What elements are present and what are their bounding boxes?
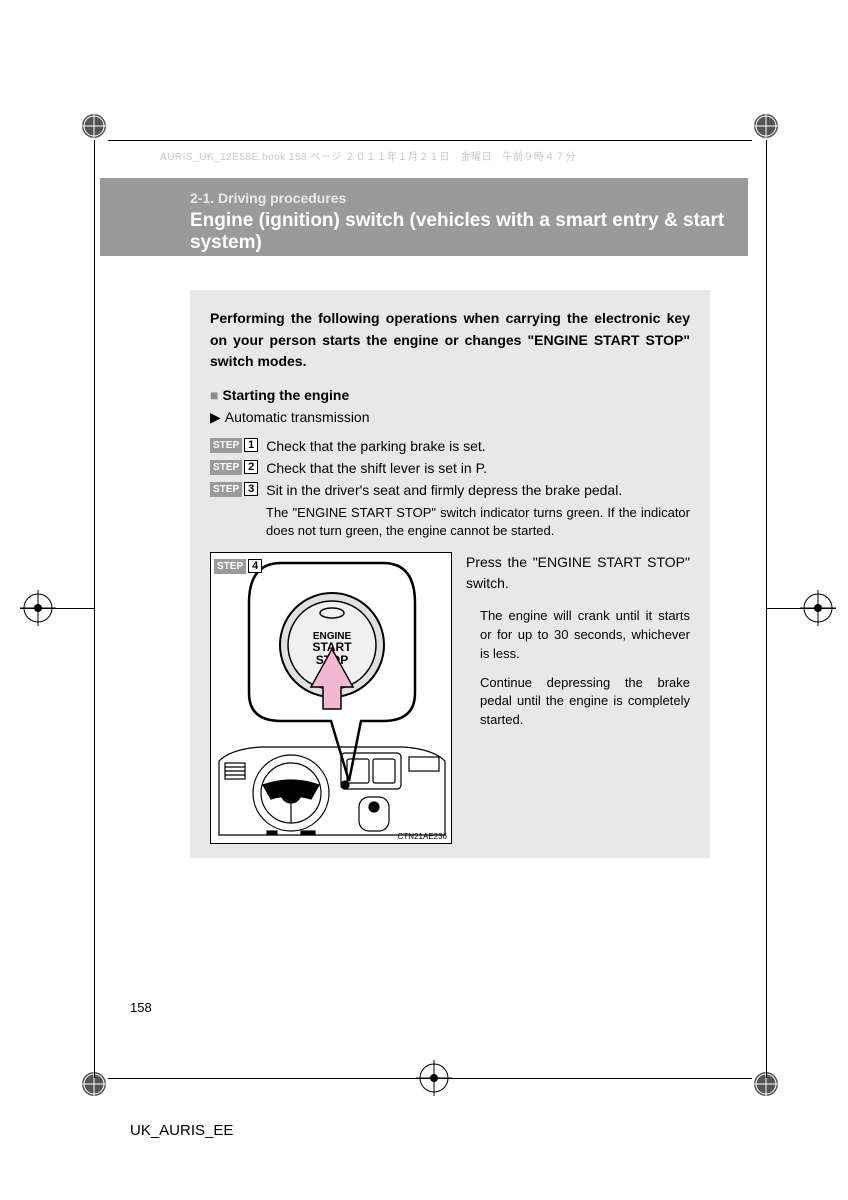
step-3: STEP3 Sit in the driver's seat and firml… bbox=[210, 482, 690, 498]
figure-text-column: Press the "ENGINE START STOP" switch. Th… bbox=[466, 552, 690, 844]
step-4-text: Press the "ENGINE START STOP" switch. bbox=[466, 552, 690, 593]
sub-heading: ■Starting the engine bbox=[210, 387, 690, 403]
triangle-bullet-icon: ▶ bbox=[210, 409, 221, 425]
step-badge: STEP bbox=[214, 559, 246, 574]
sub-sub-heading: ▶Automatic transmission bbox=[210, 409, 690, 426]
header-banner: 2-1. Driving procedures Engine (ignition… bbox=[100, 178, 748, 256]
step-4-note-2: Continue depressing the brake pedal unti… bbox=[466, 674, 690, 731]
hairline-top bbox=[108, 140, 752, 141]
figure-code: CTN21AE236 bbox=[398, 832, 447, 841]
figure-row: STEP4 ENGINE START STOP bbox=[210, 552, 690, 844]
hairline-bottom bbox=[108, 1078, 752, 1079]
step-number: 3 bbox=[244, 482, 258, 496]
hairline-mid-l bbox=[20, 608, 94, 609]
hairline-left bbox=[94, 140, 95, 1078]
figure-step-badge: STEP4 bbox=[214, 556, 270, 574]
section-number: 2-1. Driving procedures bbox=[190, 190, 730, 206]
figure-box: STEP4 ENGINE START STOP bbox=[210, 552, 452, 844]
intro-text: Performing the following operations when… bbox=[210, 308, 690, 373]
step-3-note: The "ENGINE START STOP" switch indicator… bbox=[266, 504, 690, 540]
step-1: STEP1 Check that the parking brake is se… bbox=[210, 438, 690, 454]
step-4-note-1: The engine will crank until it starts or… bbox=[466, 607, 690, 664]
document-name: UK_AURIS_EE bbox=[130, 1122, 233, 1139]
step-text: Check that the shift lever is set in P. bbox=[266, 460, 690, 476]
content-box: Performing the following operations when… bbox=[190, 290, 710, 858]
step-badge: STEP bbox=[210, 482, 242, 497]
step-number: 1 bbox=[244, 438, 258, 452]
step-number: 4 bbox=[248, 559, 262, 573]
hairline-right bbox=[766, 140, 767, 1078]
hairline-mid-r bbox=[766, 608, 836, 609]
step-text: Sit in the driver's seat and firmly depr… bbox=[266, 482, 690, 498]
dashboard-illustration: ENGINE START STOP bbox=[211, 553, 453, 845]
sub-heading-text: Starting the engine bbox=[222, 387, 349, 403]
step-2: STEP2 Check that the shift lever is set … bbox=[210, 460, 690, 476]
crop-mark-tr bbox=[752, 112, 780, 140]
step-number: 2 bbox=[244, 460, 258, 474]
step-badge: STEP bbox=[210, 460, 242, 475]
step-badge: STEP bbox=[210, 438, 242, 453]
sub-sub-text: Automatic transmission bbox=[225, 409, 370, 425]
step-text: Check that the parking brake is set. bbox=[266, 438, 690, 454]
page-number: 158 bbox=[130, 1000, 152, 1015]
crop-mark-tl bbox=[80, 112, 108, 140]
square-bullet-icon: ■ bbox=[210, 387, 218, 403]
section-title: Engine (ignition) switch (vehicles with … bbox=[190, 210, 730, 254]
file-meta-line: AURIS_UK_12E58E.book 158 ページ ２０１１年１月２１日 … bbox=[160, 148, 576, 163]
